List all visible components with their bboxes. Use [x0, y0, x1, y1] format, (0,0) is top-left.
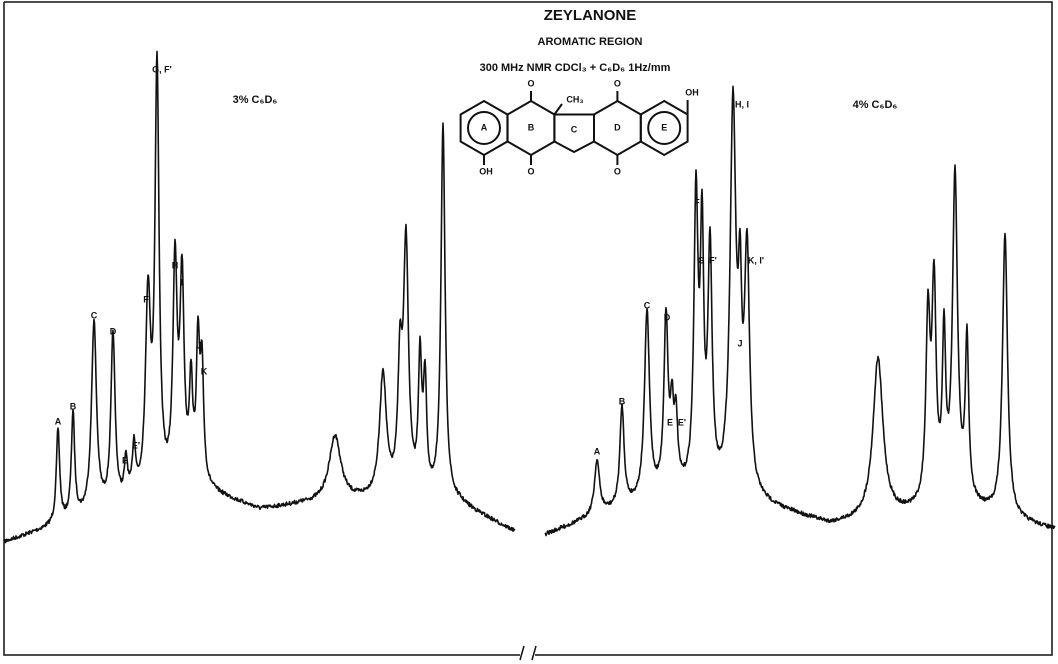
oxo: O	[614, 166, 621, 176]
peak-label: E'	[678, 417, 686, 427]
frame	[3, 2, 520, 656]
peak-label: A	[594, 446, 601, 456]
peak-label: F'	[709, 255, 717, 265]
peak-label: D	[664, 312, 671, 322]
peak-label: C	[91, 310, 98, 320]
ring	[467, 111, 501, 145]
peak-label: D	[110, 326, 117, 336]
peak-label: J	[737, 338, 742, 348]
hydroxyl: OH	[685, 87, 699, 97]
spectrum-label: 4% C₆D₆	[853, 99, 898, 111]
ring-label: E	[661, 122, 667, 132]
oxo: O	[527, 78, 534, 88]
spectrum-label: 3% C₆D₆	[233, 94, 278, 106]
bond	[483, 91, 689, 165]
structure: A B C D E O O O O CH₃ OH OH	[459, 78, 699, 176]
peak-label: H	[172, 260, 179, 270]
ring-label: A	[481, 122, 488, 132]
peak-label: F	[143, 294, 149, 304]
peak-label: I'	[189, 380, 194, 390]
ring-label: D	[614, 122, 621, 132]
peak-label: C	[644, 300, 651, 310]
subtitle: AROMATIC REGION	[538, 36, 643, 48]
peak-label: B	[70, 401, 77, 411]
axis-break	[519, 645, 537, 661]
oxo: O	[527, 166, 534, 176]
spectrum-trace	[4, 50, 516, 544]
ring-label: C	[571, 124, 578, 134]
peak-label: B	[619, 396, 626, 406]
oxo: O	[614, 78, 621, 88]
methyl: CH₃	[566, 94, 583, 104]
peak-label: E	[667, 417, 673, 427]
peak-label: K, I'	[748, 255, 764, 265]
peak-label: F	[694, 197, 700, 207]
peak-label: E	[122, 455, 128, 465]
spectrum-trace	[544, 85, 1056, 537]
ring	[647, 111, 682, 145]
ring-label: B	[528, 122, 535, 132]
peak-label: E'	[132, 440, 140, 450]
peak-label: G, F'	[152, 64, 172, 74]
hydroxyl: OH	[479, 166, 493, 176]
peak-label: H, I	[735, 99, 749, 109]
peak-label: K	[201, 366, 208, 376]
ring	[553, 113, 595, 154]
title: ZEYLANONE	[544, 7, 637, 24]
peak-label: A	[55, 416, 62, 426]
frame	[4, 1, 1053, 656]
peak-label: I	[181, 277, 184, 287]
conditions: 300 MHz NMR CDCl₃ + C₆D₆ 1Hz/mm	[480, 62, 671, 74]
peak-label: G	[697, 255, 704, 265]
peak-label: J	[196, 340, 201, 350]
